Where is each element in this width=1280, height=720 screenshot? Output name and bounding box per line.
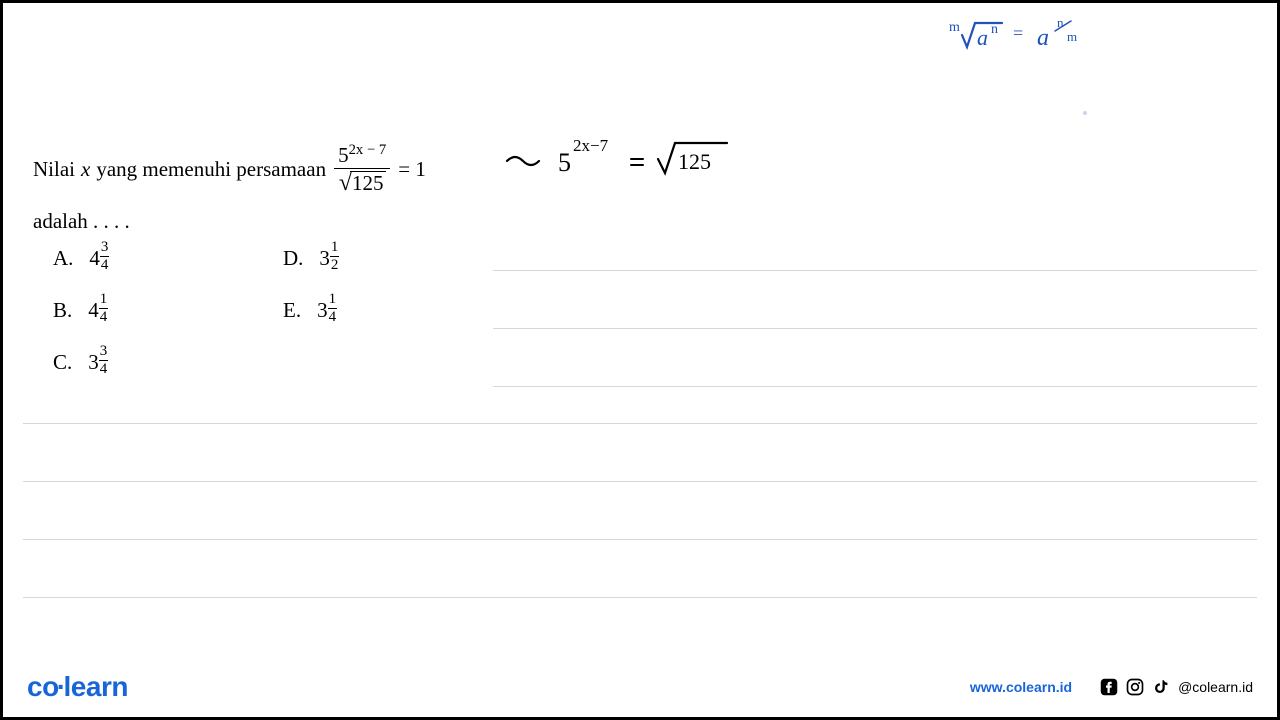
question-prefix: Nilai xyxy=(33,157,75,182)
question-variable: x xyxy=(81,157,90,182)
ruled-line xyxy=(23,540,1257,598)
option-b-whole: 4 xyxy=(88,298,99,323)
option-b: B. 4 14 xyxy=(53,295,109,325)
option-c-whole: 3 xyxy=(88,350,99,375)
option-d: D. 3 12 xyxy=(283,243,339,273)
option-e: E. 3 14 xyxy=(283,295,339,325)
question-fraction: 52x − 7 √125 xyxy=(334,143,390,195)
svg-text:a: a xyxy=(1037,25,1049,51)
svg-text:m: m xyxy=(949,20,960,35)
svg-text:n: n xyxy=(991,22,998,37)
option-c: C. 3 34 xyxy=(53,347,109,377)
option-a-letter: A. xyxy=(53,246,73,271)
question-equals: = 1 xyxy=(398,157,426,182)
svg-text:2x−7: 2x−7 xyxy=(573,136,609,155)
question-mid: yang memenuhi persamaan xyxy=(96,157,326,182)
footer-right: www.colearn.id @colearn.id xyxy=(970,678,1253,696)
option-b-den: 4 xyxy=(99,309,109,325)
social-handle: @colearn.id xyxy=(1178,679,1253,695)
option-c-num: 3 xyxy=(99,344,109,361)
ruled-line xyxy=(493,213,1257,271)
option-a-num: 3 xyxy=(100,240,110,257)
question-line-2: adalah . . . . xyxy=(33,209,426,234)
stray-dot xyxy=(1083,111,1087,115)
option-c-letter: C. xyxy=(53,350,72,375)
options-column-2: D. 3 12 E. 3 14 xyxy=(283,243,339,347)
logo-part-2: learn xyxy=(64,671,128,702)
svg-text:125: 125 xyxy=(678,149,711,174)
option-e-whole: 3 xyxy=(317,298,328,323)
fraction-den-sqrt: √125 xyxy=(339,171,386,195)
website-link[interactable]: www.colearn.id xyxy=(970,679,1072,695)
option-d-num: 1 xyxy=(330,240,340,257)
ruled-line xyxy=(23,482,1257,540)
fraction-num-base: 5 xyxy=(338,143,349,167)
svg-text:a: a xyxy=(977,25,988,50)
instagram-icon[interactable] xyxy=(1126,678,1144,696)
question-line-1: Nilai x yang memenuhi persamaan 52x − 7 … xyxy=(33,143,426,195)
ruled-line xyxy=(493,329,1257,387)
svg-text:5: 5 xyxy=(558,148,571,177)
logo: co·learn xyxy=(27,671,128,703)
option-e-letter: E. xyxy=(283,298,301,323)
option-d-letter: D. xyxy=(283,246,303,271)
ruled-lines-full xyxy=(23,423,1257,598)
facebook-icon[interactable] xyxy=(1100,678,1118,696)
fraction-num-exp: 2x − 7 xyxy=(349,142,387,158)
option-c-den: 4 xyxy=(99,361,109,377)
footer: co·learn www.colearn.id @colearn.id xyxy=(27,671,1253,703)
svg-text:=: = xyxy=(1013,23,1023,43)
question-block: Nilai x yang memenuhi persamaan 52x − 7 … xyxy=(33,143,426,234)
fraction-den-value: 125 xyxy=(350,171,386,194)
option-a: A. 4 34 xyxy=(53,243,109,273)
ruled-line xyxy=(23,424,1257,482)
option-d-den: 2 xyxy=(330,257,340,273)
option-e-num: 1 xyxy=(328,292,338,309)
logo-part-1: co xyxy=(27,671,59,702)
option-a-den: 4 xyxy=(100,257,110,273)
options-column-1: A. 4 34 B. 4 14 C. 3 34 xyxy=(53,243,109,399)
handwriting-rule: m a n = a n m xyxy=(947,11,1117,66)
option-e-den: 4 xyxy=(328,309,338,325)
svg-text:m: m xyxy=(1067,29,1077,44)
social-links: @colearn.id xyxy=(1100,678,1253,696)
ruled-line xyxy=(493,271,1257,329)
option-a-whole: 4 xyxy=(89,246,100,271)
handwriting-working: 5 2x−7 125 xyxy=(503,131,743,186)
ruled-lines-short xyxy=(493,213,1257,387)
option-b-num: 1 xyxy=(99,292,109,309)
option-b-letter: B. xyxy=(53,298,72,323)
tiktok-icon[interactable] xyxy=(1152,678,1170,696)
option-d-whole: 3 xyxy=(319,246,330,271)
